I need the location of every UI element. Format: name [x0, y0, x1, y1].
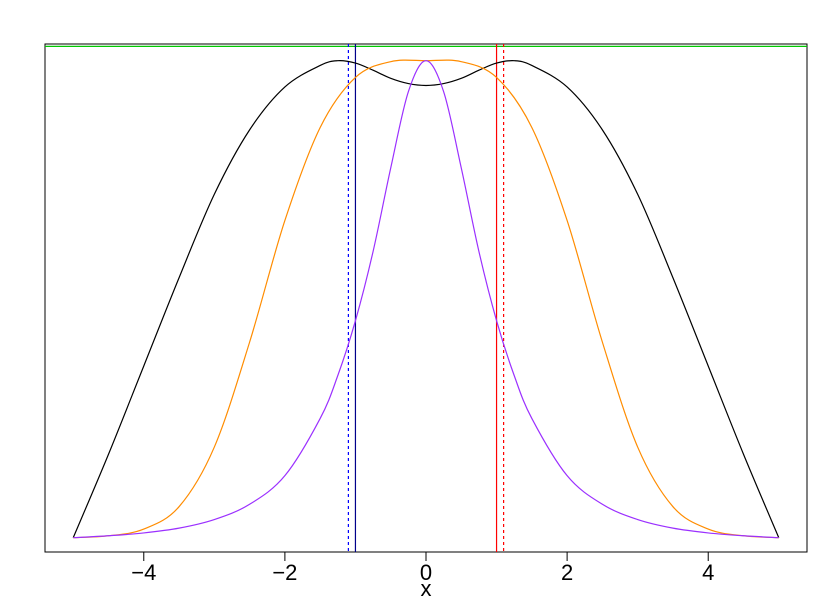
x-tick-label-2: −2 — [272, 560, 297, 585]
x-tick-label-3: 0 — [420, 560, 432, 585]
series-line-3 — [73, 60, 779, 539]
series-line-2 — [73, 59, 779, 539]
x-tick-label-4: 2 — [561, 560, 573, 585]
x-axis-title: x — [421, 576, 432, 601]
x-tick-label-5: 4 — [702, 560, 714, 585]
plot-frame — [44, 43, 808, 553]
reference-lines — [45, 44, 807, 552]
series-layer — [72, 59, 780, 539]
x-tick-label-1: −4 — [131, 560, 156, 585]
series-line-1 — [72, 60, 780, 538]
x-axis: −4 −2 0 2 4 — [131, 552, 714, 585]
